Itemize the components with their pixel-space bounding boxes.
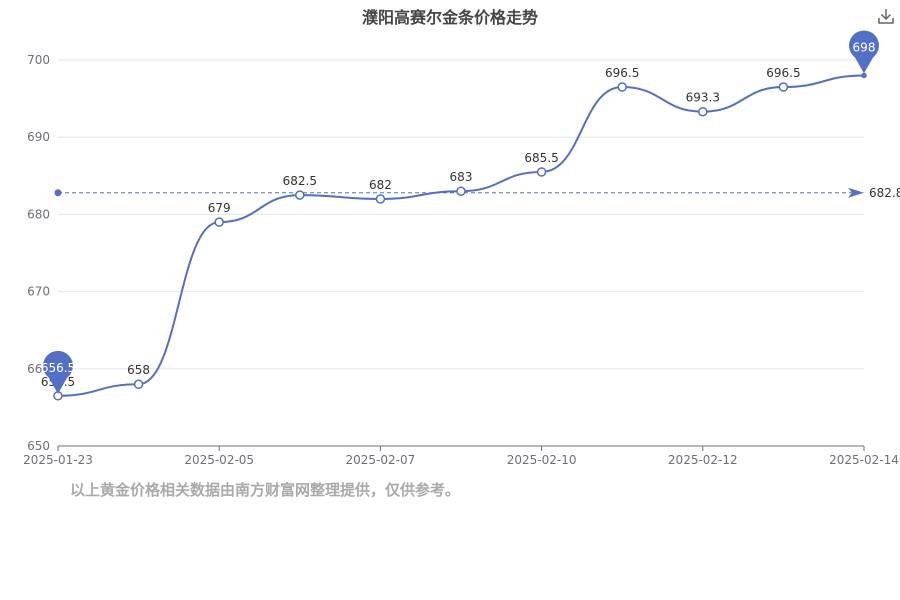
x-tick-label: 2025-02-05 [184, 453, 254, 467]
average-line-arrow [848, 187, 864, 198]
data-label: 693.3 [686, 91, 720, 105]
data-label: 696.5 [766, 66, 800, 80]
x-tick-label: 2025-02-07 [346, 453, 416, 467]
chart-title: 濮阳高赛尔金条价格走势 [361, 8, 538, 27]
download-icon[interactable] [876, 6, 896, 26]
data-point [698, 106, 708, 117]
data-point [536, 167, 547, 177]
y-tick-label: 680 [27, 207, 50, 221]
series-line [57, 74, 865, 397]
x-tick-label: 2025-02-14 [829, 453, 899, 467]
data-point [861, 72, 867, 79]
data-point [375, 194, 386, 204]
y-tick-label: 690 [27, 130, 50, 144]
x-tick-label: 2025-02-12 [668, 453, 738, 467]
x-tick-label: 2025-01-23 [23, 453, 93, 467]
data-label: 682.5 [283, 174, 317, 188]
data-label: 679 [208, 201, 231, 215]
data-label: 696.5 [605, 66, 639, 80]
data-label: 658 [127, 363, 150, 377]
x-tick-label: 2025-02-10 [507, 453, 577, 467]
y-tick-label: 670 [27, 285, 50, 299]
footnote: 以上黄金价格相关数据由南方财富网整理提供，仅供参考。 [70, 481, 461, 499]
max-pin [849, 30, 880, 74]
data-point [456, 186, 466, 196]
min-pin [43, 350, 74, 394]
data-label: 682 [369, 178, 392, 192]
data-point [214, 217, 224, 227]
data-label: 683 [450, 170, 473, 184]
data-label: 685.5 [524, 151, 558, 165]
average-line-label: 682.8 [869, 186, 900, 200]
y-tick-label: 700 [27, 53, 50, 67]
max-pin-label: 698 [853, 40, 876, 54]
min-pin-label: 656.5 [41, 361, 75, 375]
data-point [295, 190, 305, 200]
y-tick-label: 650 [27, 439, 50, 453]
data-point [133, 379, 144, 389]
data-point [778, 82, 789, 92]
data-point [617, 82, 627, 92]
average-line-start [54, 189, 62, 197]
